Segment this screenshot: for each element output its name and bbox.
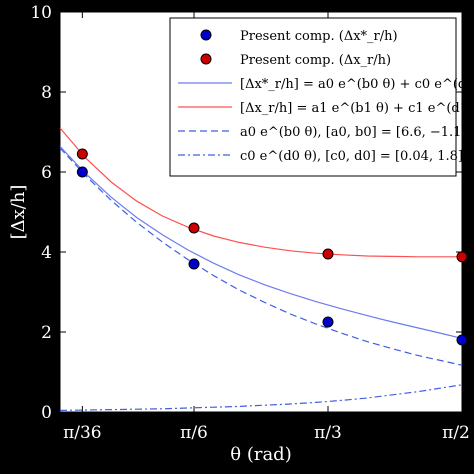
legend-marker [200, 53, 212, 65]
x-tick-label: π/2 [442, 423, 470, 443]
y-tick-label: 8 [41, 83, 52, 103]
x-axis-label: θ (rad) [230, 444, 291, 465]
data-point [188, 222, 200, 234]
y-axis-label: [Δx/h] [8, 185, 29, 240]
legend-label: c0 e^(d0 θ), [c0, d0] = [0.04, 1.8] [240, 149, 463, 164]
legend: Present comp. (Δx*_r/h) Present comp. (Δx… [169, 17, 474, 177]
legend-label: [Δx*_r/h] = a0 e^(b0 θ) + c0 e^(d0 θ) [240, 77, 474, 92]
legend-label: a0 e^(b0 θ), [a0, b0] = [6.6, −1.1] [240, 125, 467, 140]
y-tick-label: 2 [41, 323, 52, 343]
legend-label: Present comp. (Δx*_r/h) [240, 29, 398, 44]
legend-box [169, 17, 457, 177]
axes-layer: 0 2 4 6 8 10 π/36 π/6 π/3 π/2 θ (rad) [Δx/h] [8, 3, 470, 465]
x-tick-label: π/3 [314, 423, 342, 443]
y-tick-label: 10 [30, 3, 52, 23]
series-layer [59, 127, 468, 411]
series-line-5 [59, 384, 463, 411]
x-tick-label: π/6 [180, 423, 208, 443]
legend-label: Present comp. (Δx_r/h) [240, 53, 391, 68]
series-line-3 [59, 127, 462, 258]
series-line-4 [59, 147, 463, 366]
legend-label: [Δx_r/h] = a1 e^(b1 θ) + c1 e^(d1 θ) [240, 101, 474, 116]
data-point [456, 251, 468, 263]
x-tick-label: π/36 [63, 423, 102, 443]
data-point [322, 316, 334, 328]
series-line-2 [59, 145, 463, 339]
data-point [76, 148, 88, 160]
data-point [456, 334, 468, 346]
y-tick-label: 6 [41, 163, 52, 183]
data-point [76, 166, 88, 178]
y-tick-label: 0 [41, 403, 52, 423]
data-point [322, 248, 334, 260]
y-tick-label: 4 [41, 243, 52, 263]
data-point [188, 258, 200, 270]
legend-marker [200, 29, 212, 41]
